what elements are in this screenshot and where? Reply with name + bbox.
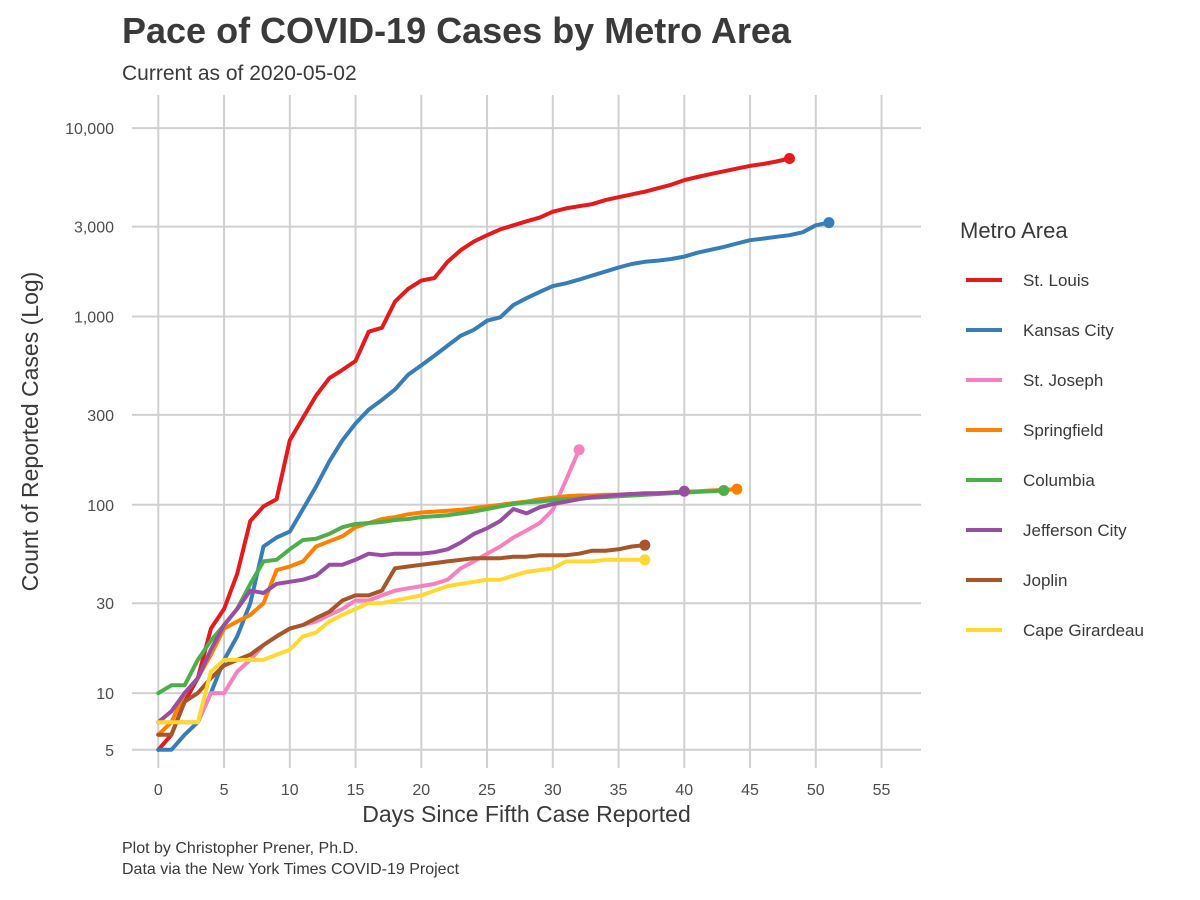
series-line	[156, 488, 726, 696]
series-endpoint	[678, 485, 690, 497]
caption-source: Data via the New York Times COVID-19 Pro…	[122, 861, 460, 878]
series-endpoint	[718, 485, 730, 497]
y-tick-label: 5	[105, 743, 114, 760]
x-tick-label: 25	[478, 782, 496, 799]
legend-label: St. Joseph	[1023, 371, 1103, 390]
x-tick-label: 0	[154, 782, 163, 799]
legend-label: Springfield	[1023, 421, 1103, 440]
y-tick-label: 10,000	[65, 121, 114, 138]
series-endpoint	[639, 539, 651, 551]
series-endpoint	[573, 444, 585, 456]
y-tick-label: 30	[96, 596, 114, 613]
series-line	[156, 220, 831, 752]
series-line	[156, 156, 792, 752]
series-endpoint	[823, 217, 835, 229]
y-tick-label: 1,000	[74, 309, 114, 326]
x-axis-title: Days Since Fifth Case Reported	[362, 801, 691, 827]
series-endpoint	[731, 483, 743, 495]
y-tick-label: 100	[87, 498, 114, 515]
series-endpoint	[639, 554, 651, 566]
chart-title: Pace of COVID-19 Cases by Metro Area	[122, 10, 791, 51]
series-line	[156, 557, 647, 725]
x-tick-label: 20	[412, 782, 430, 799]
chart-subtitle: Current as of 2020-05-02	[122, 62, 357, 85]
legend-label: Cape Girardeau	[1023, 621, 1144, 640]
series-line	[156, 543, 647, 737]
legend-title: Metro Area	[960, 218, 1068, 243]
x-tick-label: 35	[610, 782, 628, 799]
y-tick-label: 10	[96, 686, 114, 703]
y-axis-title: Count of Reported Cases (Log)	[17, 272, 43, 592]
x-tick-label: 50	[807, 782, 825, 799]
x-tick-label: 10	[281, 782, 299, 799]
series-line	[156, 447, 582, 725]
legend-label: Columbia	[1023, 471, 1095, 490]
legend-label: St. Louis	[1023, 271, 1089, 290]
x-tick-label: 55	[873, 782, 891, 799]
x-tick-label: 5	[220, 782, 229, 799]
series-line	[156, 489, 687, 725]
legend-label: Jefferson City	[1023, 521, 1127, 540]
x-tick-label: 45	[741, 782, 759, 799]
x-tick-label: 30	[544, 782, 562, 799]
x-tick-label: 15	[347, 782, 365, 799]
y-tick-label: 3,000	[74, 220, 114, 237]
legend-label: Joplin	[1023, 571, 1067, 590]
legend-label: Kansas City	[1023, 321, 1114, 340]
x-tick-label: 40	[675, 782, 693, 799]
caption-author: Plot by Christopher Prener, Ph.D.	[122, 840, 359, 857]
y-tick-label: 300	[87, 408, 114, 425]
series-endpoint	[784, 153, 795, 165]
